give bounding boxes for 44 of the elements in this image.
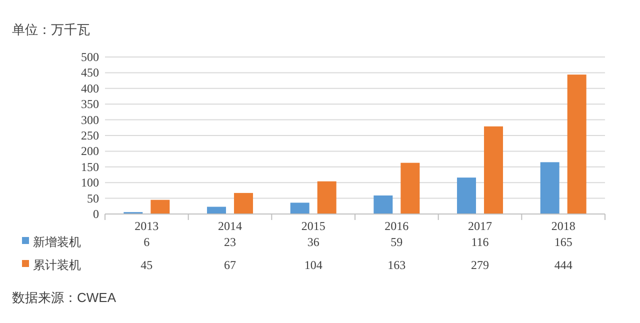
x-tick-label: 2018 bbox=[551, 219, 576, 233]
bar bbox=[234, 192, 253, 214]
y-tick-label: 200 bbox=[81, 144, 99, 158]
data-label: 45 bbox=[140, 258, 153, 272]
bar bbox=[484, 126, 503, 214]
x-tick-label: 2014 bbox=[218, 219, 242, 233]
bar bbox=[207, 206, 226, 214]
data-label: 6 bbox=[144, 235, 150, 249]
bar bbox=[540, 162, 560, 214]
x-tick-label: 2017 bbox=[468, 219, 492, 233]
bar bbox=[400, 162, 420, 214]
bar bbox=[290, 202, 310, 214]
y-tick-label: 500 bbox=[81, 50, 99, 64]
data-label: 165 bbox=[554, 235, 572, 249]
y-axis-title: 单位：万千瓦 bbox=[12, 22, 90, 37]
bar bbox=[457, 178, 476, 214]
bar bbox=[317, 181, 336, 214]
x-tick-label: 2015 bbox=[301, 219, 326, 233]
bar bbox=[374, 195, 393, 214]
legend-label: 累计装机 bbox=[33, 258, 81, 272]
data-label: 36 bbox=[307, 235, 320, 249]
y-tick-label: 450 bbox=[81, 66, 99, 80]
y-tick-label: 100 bbox=[81, 176, 99, 190]
source-note: 数据来源：CWEA bbox=[12, 290, 116, 305]
y-tick-label: 250 bbox=[81, 128, 99, 142]
data-label: 163 bbox=[388, 258, 406, 272]
y-tick-label: 50 bbox=[87, 191, 99, 206]
data-label: 23 bbox=[224, 235, 236, 249]
data-label: 104 bbox=[304, 258, 322, 272]
data-label: 59 bbox=[390, 235, 403, 249]
data-label: 67 bbox=[224, 258, 236, 272]
data-label: 279 bbox=[471, 258, 489, 272]
y-tick-label: 0 bbox=[93, 207, 99, 221]
bar bbox=[150, 200, 170, 214]
y-tick-label: 300 bbox=[81, 112, 99, 127]
y-tick-label: 400 bbox=[81, 81, 99, 96]
bar bbox=[567, 74, 586, 214]
legend-label: 新增装机 bbox=[33, 235, 81, 249]
data-label: 116 bbox=[471, 235, 489, 249]
x-tick-label: 2013 bbox=[134, 219, 159, 233]
x-tick-label: 2016 bbox=[384, 219, 409, 233]
y-tick-label: 150 bbox=[81, 160, 99, 174]
y-tick-label: 350 bbox=[81, 97, 99, 112]
data-label: 444 bbox=[554, 258, 572, 272]
